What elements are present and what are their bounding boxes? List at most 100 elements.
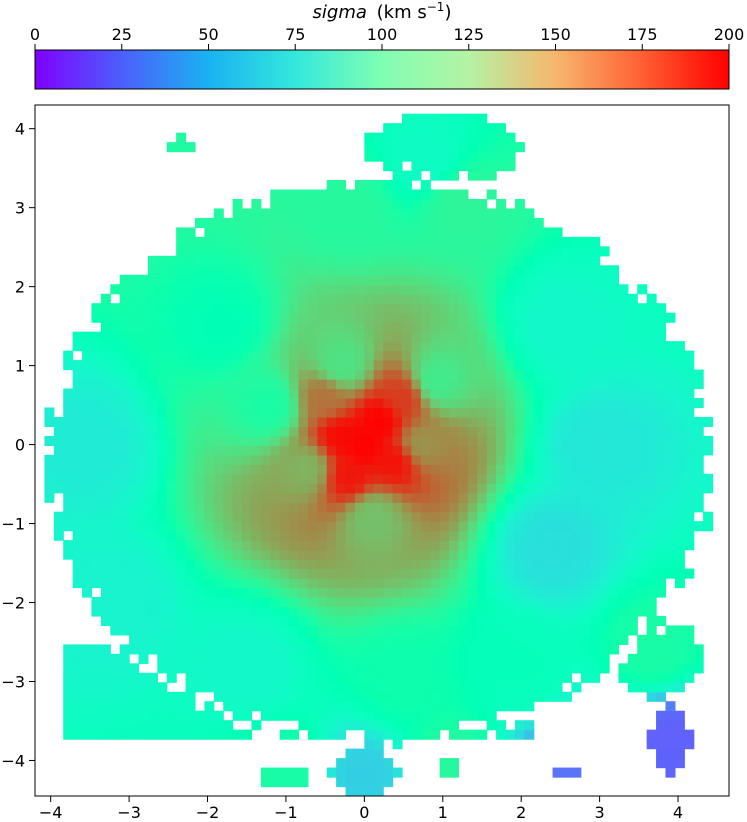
map-cell [119,388,130,399]
map-cell [430,227,441,238]
map-cell [656,578,667,589]
map-cell [665,625,676,636]
map-cell [383,388,394,399]
map-cell [213,521,224,532]
map-cell [674,388,685,399]
map-cell [336,549,347,560]
map-cell [223,331,234,342]
map-cell [213,435,224,446]
map-cell [242,426,253,437]
map-cell [260,208,271,219]
map-cell [467,407,478,418]
map-cell [543,464,554,475]
map-cell [618,634,629,645]
map-cell [307,634,318,645]
map-cell [458,274,469,285]
map-cell [411,559,422,570]
map-cell [72,435,83,446]
map-cell [63,540,74,551]
map-cell [477,227,488,238]
map-cell [580,322,591,333]
map-cell [627,388,638,399]
map-cell [373,483,384,494]
map-cell [627,653,638,664]
map-cell [326,521,337,532]
map-cell [599,511,610,522]
map-cell [430,691,441,702]
map-cell [477,217,488,229]
map-cell [91,360,102,371]
map-cell [110,710,121,721]
map-cell [53,521,64,532]
map-cell [232,265,243,276]
map-cell [185,142,196,153]
map-cell [524,435,535,446]
map-cell [486,312,497,323]
map-cell [72,701,83,712]
map-cell [251,492,262,503]
map-cell [260,236,271,247]
map-cell [665,407,676,418]
map-cell [674,464,685,475]
map-cell [317,331,328,342]
map-cell [194,653,205,664]
map-cell [354,606,365,617]
map-cell [336,625,347,636]
map-cell [298,492,309,503]
map-cell [458,606,469,617]
map-cell [439,720,450,731]
map-cell [185,284,196,295]
map-cell [223,388,234,399]
map-cell [204,227,215,238]
map-cell [402,246,413,257]
map-cell [82,540,93,551]
map-cell [449,227,460,238]
map-cell [82,388,93,399]
map-cell [213,379,224,390]
map-cell [129,578,140,589]
map-cell [665,388,676,399]
map-cell [91,379,102,390]
map-cell [458,540,469,551]
map-cell [656,615,667,627]
map-cell [289,549,300,560]
map-cell [599,625,610,636]
map-cell [307,682,318,693]
map-cell [185,701,196,712]
map-cell [364,151,375,162]
map-cell [609,407,620,418]
map-cell [204,729,215,740]
map-cell [420,113,431,124]
map-cell [326,265,337,276]
map-cell [580,540,591,551]
map-cell [590,360,601,371]
map-cell [505,521,516,532]
map-cell [298,578,309,589]
map-cell [514,312,525,323]
map-cell [430,255,441,266]
map-cell [194,625,205,636]
map-cell [204,274,215,285]
map-cell [392,720,403,731]
map-cell [110,312,121,323]
map-cell [411,217,422,229]
map-cell [223,691,234,702]
map-cell [674,540,685,551]
map-cell [486,170,497,181]
map-cell [157,473,168,484]
map-cell [157,578,168,589]
map-cell [656,360,667,371]
map-cell [693,644,704,655]
map-cell [176,426,187,437]
map-cell [119,596,130,608]
map-cell [260,322,271,333]
map-cell [373,208,384,219]
map-cell [373,549,384,560]
map-cell [204,502,215,513]
map-cell [514,416,525,428]
map-cell [232,483,243,494]
map-cell [251,322,262,333]
map-cell [354,767,365,778]
map-cell [242,492,253,503]
map-cell [467,454,478,465]
